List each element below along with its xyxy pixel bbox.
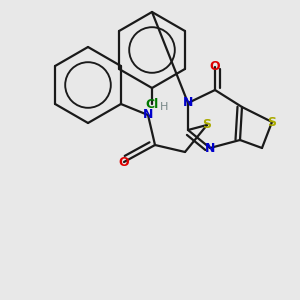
Text: H: H	[160, 102, 168, 112]
Text: O: O	[210, 61, 220, 74]
Text: Cl: Cl	[146, 98, 159, 110]
Text: S: S	[268, 116, 277, 128]
Text: S: S	[202, 118, 211, 131]
Text: N: N	[143, 109, 153, 122]
Text: O: O	[119, 155, 129, 169]
Text: N: N	[205, 142, 215, 154]
Text: N: N	[183, 97, 193, 110]
